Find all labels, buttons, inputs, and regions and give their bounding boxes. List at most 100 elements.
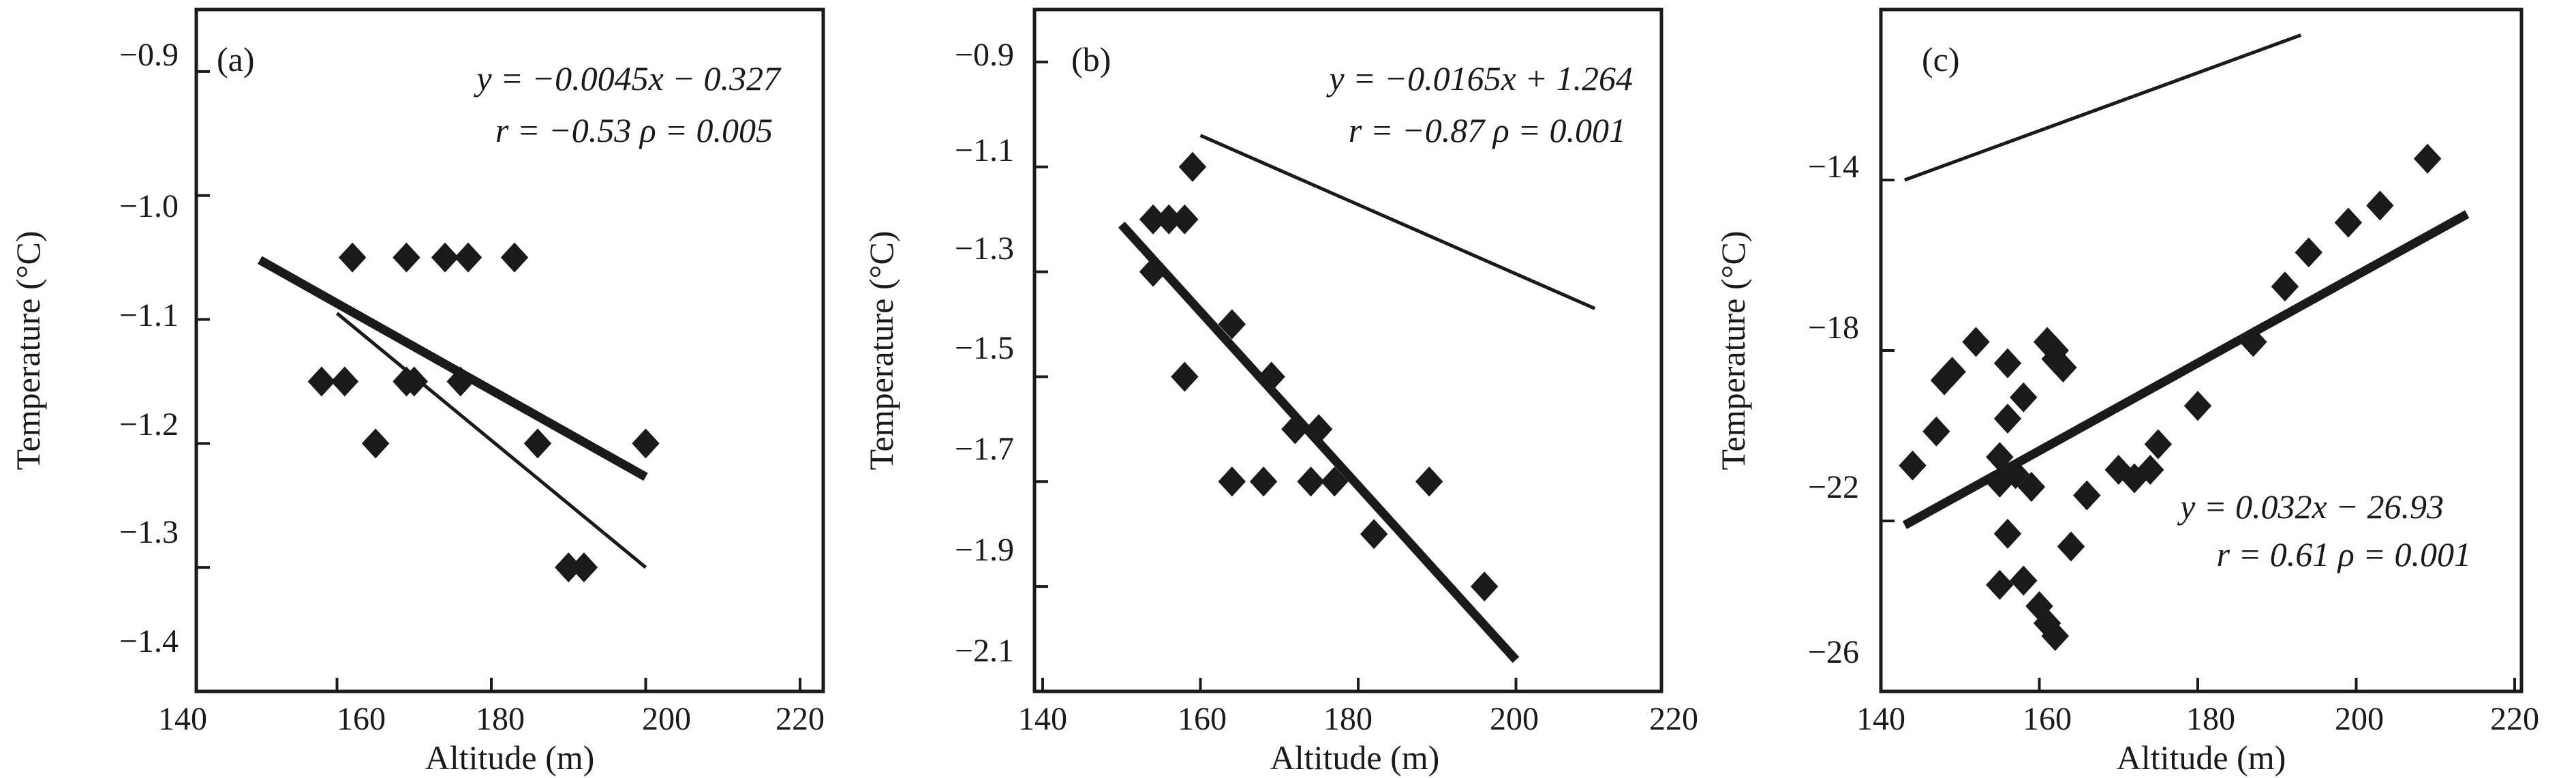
correlation-stats: r = 0.61 ρ = 0.001 [2217,535,2471,573]
x-axis-label: Altitude (m) [1270,738,1440,777]
y-tick-label: −0.9 [955,37,1014,73]
data-point [2295,237,2322,268]
y-tick-label: −26 [1808,634,1859,670]
x-axis-label: Altitude (m) [2117,738,2286,777]
y-tick-label: −22 [1808,469,1859,505]
data-point [338,242,367,273]
x-axis-label: Altitude (m) [425,738,595,777]
y-tick-label: −1.1 [119,297,179,333]
data-point [361,428,390,459]
data-point [1986,467,2014,498]
x-tick-label: 200 [642,701,691,737]
data-point [1171,361,1199,392]
regression-equation: y = −0.0165x + 1.264 [1325,59,1633,98]
reference-line [1199,134,1596,310]
x-tick-label: 160 [2023,701,2072,737]
data-point [1993,348,2022,378]
data-point [1281,414,1309,445]
y-tick-label: −1.7 [955,431,1014,467]
data-point [2041,620,2069,651]
regression-equation: y = −0.0045x − 0.327 [473,59,782,98]
data-point [1922,416,1950,447]
data-point [1139,204,1167,235]
y-tick-label: −1.3 [119,514,179,550]
data-point [446,366,474,397]
data-point [2271,271,2299,302]
y-tick-label: −1.1 [955,132,1014,168]
data-point [2049,353,2077,383]
panel-label: (a) [217,40,255,78]
x-tick-label: 200 [2335,701,2384,737]
x-tick-label: 160 [337,701,386,737]
reference-line [335,312,647,569]
y-tick-label: −1.3 [955,230,1014,267]
fit-lines [1902,33,2470,529]
y-tick-label: −14 [1808,149,1859,185]
data-point [523,428,552,459]
axis-ticks [1880,179,2516,693]
data-point [2010,565,2038,596]
data-point [1257,361,1285,392]
data-point [2017,472,2046,502]
data-point [1930,365,1959,395]
plot-frame [1032,8,1663,693]
data-point [1218,309,1246,340]
fit-lines [258,256,648,569]
data-point [1993,404,2022,434]
x-tick-label: 180 [476,701,525,737]
x-tick-label: 140 [1856,701,1905,737]
data-point [2025,591,2053,621]
correlation-stats: r = −0.87 ρ = 0.001 [1349,111,1626,149]
x-tick-label: 220 [2490,701,2539,737]
regression-line [1902,210,2470,529]
y-tick-label: −1.9 [955,532,1014,568]
data-point [1938,357,1966,387]
panel-c: −26 −22 −18 −14 140 160 180 200 220 Alti… [1714,8,2539,777]
data-point [1304,414,1333,445]
data-point [1415,466,1443,497]
y-tick-label: −18 [1808,310,1859,346]
data-point [1986,442,2014,473]
data-point [1171,204,1199,235]
data-point [393,242,420,273]
data-point [1321,466,1349,497]
data-point [2136,455,2164,485]
data-points [1899,143,2442,651]
x-tick-label: 140 [158,701,207,737]
panel-label: (b) [1071,40,1111,78]
data-point [2057,531,2085,562]
plot-frame [194,8,825,693]
y-axis-label: Temperature (°C) [9,230,47,470]
data-point [2104,455,2132,485]
data-point [1360,519,1388,550]
axis-ticks [1034,60,1518,693]
y-tick-label: −1.5 [955,330,1014,366]
x-tick-label: 200 [1490,701,1539,737]
data-point [2002,459,2029,490]
data-point [2033,608,2061,638]
panel-a: −1.4 −1.3 −1.2 −1.1 −1.0 −0.9 140 160 18… [9,8,825,777]
data-point [1154,204,1183,235]
data-point [1249,466,1278,497]
x-tick-label: 220 [776,701,825,737]
x-tick-label: 220 [1649,701,1698,737]
data-point [2010,382,2038,413]
y-tick-label: −1.4 [119,623,179,659]
data-point [2366,190,2394,221]
data-point [2120,463,2149,494]
data-point [2334,207,2363,238]
data-point [400,366,428,397]
data-point [454,242,482,273]
data-point [2033,327,2061,357]
data-point [2183,391,2212,421]
data-point [500,242,529,273]
data-point [1470,571,1499,602]
data-point [307,366,336,397]
reference-line [1904,33,2301,182]
y-tick-label: −1.0 [119,188,179,224]
data-point [2413,143,2442,174]
x-tick-label: 140 [1018,701,1067,737]
data-point [2144,429,2173,460]
data-point [1899,450,1927,481]
